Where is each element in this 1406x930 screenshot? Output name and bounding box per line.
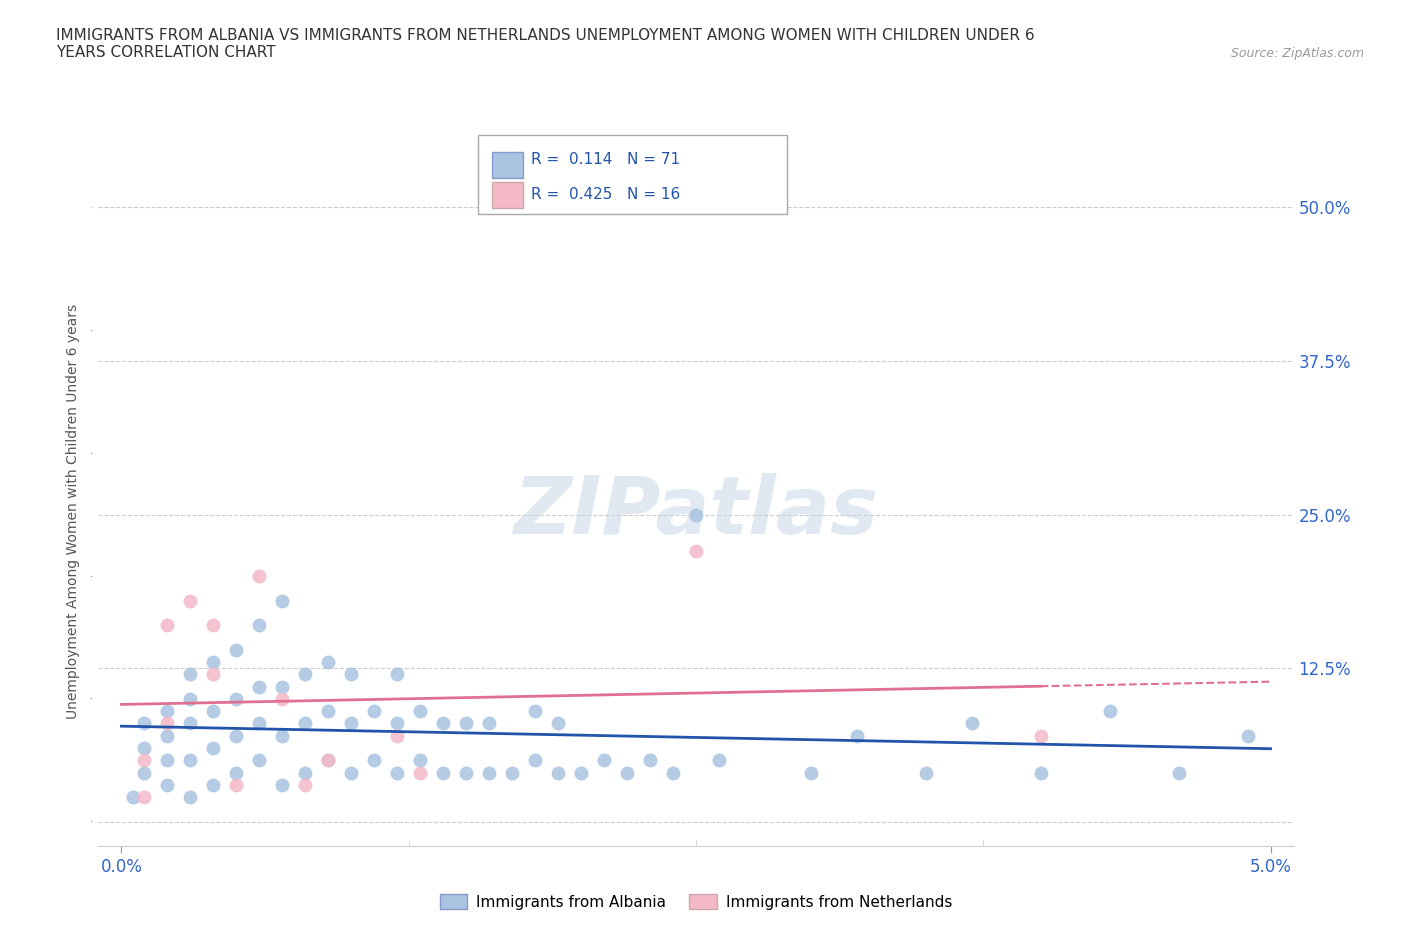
Legend: Immigrants from Albania, Immigrants from Netherlands: Immigrants from Albania, Immigrants from…	[433, 887, 959, 916]
Point	[316, 753, 339, 768]
Point	[156, 618, 179, 632]
Point	[685, 507, 707, 522]
Point	[1029, 765, 1052, 780]
Point	[478, 716, 501, 731]
Point	[179, 716, 201, 731]
Text: IMMIGRANTS FROM ALBANIA VS IMMIGRANTS FROM NETHERLANDS UNEMPLOYMENT AMONG WOMEN : IMMIGRANTS FROM ALBANIA VS IMMIGRANTS FR…	[56, 28, 1035, 60]
Text: R =  0.114   N = 71: R = 0.114 N = 71	[531, 152, 681, 166]
Point	[316, 753, 339, 768]
Y-axis label: Unemployment Among Women with Children Under 6 years: Unemployment Among Women with Children U…	[66, 304, 80, 719]
Point	[340, 716, 363, 731]
Point	[1029, 728, 1052, 743]
Point	[409, 753, 432, 768]
Point	[202, 777, 225, 792]
Point	[179, 790, 201, 804]
Point	[547, 716, 569, 731]
Point	[478, 765, 501, 780]
Point	[156, 728, 179, 743]
Point	[616, 765, 638, 780]
Point	[134, 765, 156, 780]
Point	[225, 691, 247, 706]
Point	[800, 765, 823, 780]
Point	[179, 593, 201, 608]
Point	[409, 704, 432, 719]
Point	[122, 790, 145, 804]
Text: ZIPatlas: ZIPatlas	[513, 472, 879, 551]
Point	[271, 777, 294, 792]
Point	[247, 679, 270, 694]
Point	[294, 667, 316, 682]
Point	[456, 716, 478, 731]
Point	[179, 691, 201, 706]
Point	[340, 667, 363, 682]
Point	[294, 777, 316, 792]
Text: R =  0.425   N = 16: R = 0.425 N = 16	[531, 187, 681, 202]
Point	[456, 765, 478, 780]
Point	[340, 765, 363, 780]
Point	[247, 568, 270, 583]
Point	[1098, 704, 1121, 719]
Point	[202, 704, 225, 719]
Point	[271, 679, 294, 694]
Point	[363, 704, 385, 719]
Point	[662, 765, 685, 780]
Point	[271, 728, 294, 743]
Point	[271, 593, 294, 608]
Point	[569, 765, 592, 780]
Point	[638, 753, 661, 768]
Point	[385, 667, 409, 682]
Point	[385, 728, 409, 743]
Point	[685, 544, 707, 559]
Point	[225, 643, 247, 658]
Point	[156, 716, 179, 731]
Point	[409, 765, 432, 780]
Text: Source: ZipAtlas.com: Source: ZipAtlas.com	[1230, 46, 1364, 60]
Point	[1236, 728, 1258, 743]
Point	[134, 790, 156, 804]
Point	[156, 753, 179, 768]
Point	[202, 740, 225, 755]
Point	[547, 765, 569, 780]
Point	[593, 753, 616, 768]
Point	[247, 716, 270, 731]
Point	[524, 753, 547, 768]
Point	[294, 716, 316, 731]
Point	[247, 753, 270, 768]
Point	[707, 753, 730, 768]
Point	[363, 753, 385, 768]
Point	[316, 655, 339, 670]
Point	[914, 765, 936, 780]
Point	[134, 740, 156, 755]
Point	[202, 618, 225, 632]
Point	[202, 655, 225, 670]
Point	[225, 777, 247, 792]
Point	[134, 753, 156, 768]
Point	[202, 667, 225, 682]
Point	[501, 765, 523, 780]
Point	[156, 704, 179, 719]
Point	[385, 765, 409, 780]
Point	[432, 765, 454, 780]
Point	[316, 704, 339, 719]
Point	[960, 716, 983, 731]
Point	[845, 728, 868, 743]
Point	[179, 753, 201, 768]
Point	[294, 765, 316, 780]
Point	[179, 667, 201, 682]
Point	[225, 765, 247, 780]
Point	[1167, 765, 1189, 780]
Point	[225, 728, 247, 743]
Point	[247, 618, 270, 632]
Point	[432, 716, 454, 731]
Point	[156, 777, 179, 792]
Point	[524, 704, 547, 719]
Point	[134, 716, 156, 731]
Point	[271, 691, 294, 706]
Point	[385, 716, 409, 731]
